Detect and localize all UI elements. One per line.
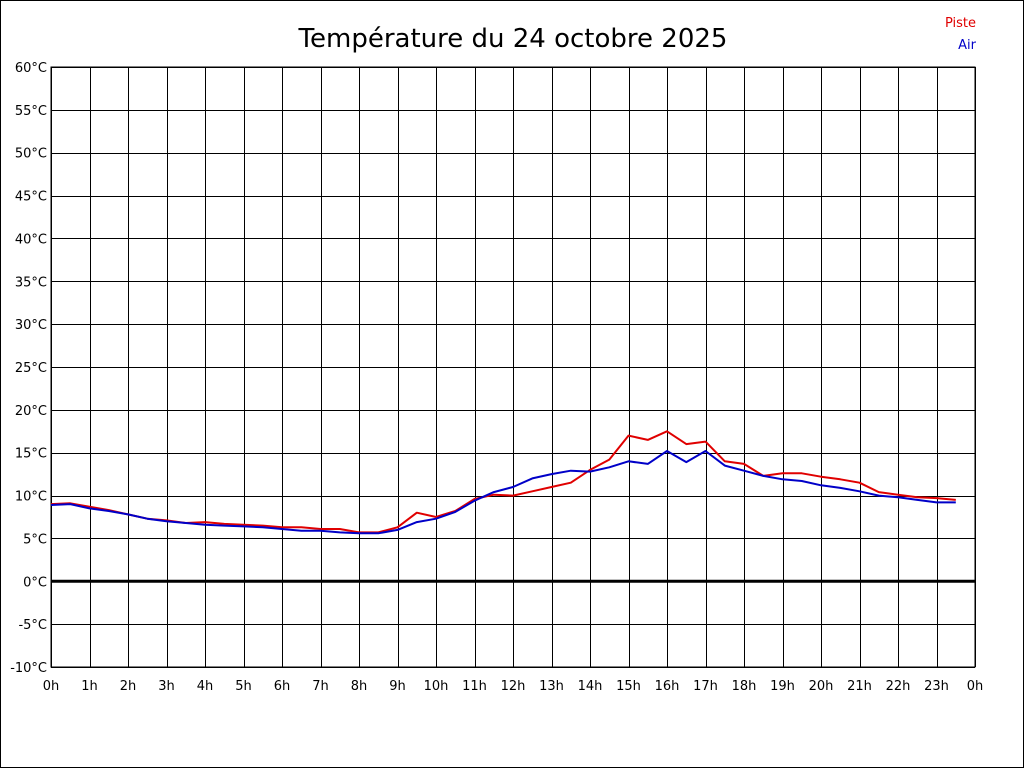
x-tick-label: 19h (770, 679, 795, 694)
y-tick-label: 55°C (15, 104, 47, 119)
x-tick-label: 11h (462, 679, 487, 694)
y-tick-label: 60°C (15, 61, 47, 76)
y-tick-label: 5°C (23, 532, 47, 547)
x-tick-label: 21h (847, 679, 872, 694)
x-tick-label: 20h (809, 679, 834, 694)
x-tick-label: 5h (235, 679, 252, 694)
x-tick-label: 16h (655, 679, 680, 694)
x-tick-label: 17h (693, 679, 718, 694)
x-tick-label: 18h (732, 679, 757, 694)
chart-title: Température du 24 octobre 2025 (298, 24, 728, 54)
y-tick-label: 30°C (15, 318, 47, 333)
x-tick-label: 15h (616, 679, 641, 694)
legend-entry-air: Air (958, 38, 977, 53)
x-tick-label: 0h (967, 679, 984, 694)
x-tick-label: 6h (274, 679, 291, 694)
x-tick-label: 22h (886, 679, 911, 694)
x-tick-label: 9h (389, 679, 406, 694)
y-tick-label: -5°C (18, 618, 47, 633)
series-line-air (50, 450, 956, 535)
y-tick-label: 35°C (15, 275, 47, 290)
x-tick-label: 13h (539, 679, 564, 694)
y-tick-label: 10°C (15, 490, 47, 505)
x-tick-label: 14h (578, 679, 603, 694)
grid (50, 66, 976, 668)
y-tick-label: 0°C (23, 575, 47, 590)
legend-entry-piste: Piste (945, 16, 976, 31)
y-tick-label: 50°C (15, 147, 47, 162)
y-tick-label: 25°C (15, 361, 47, 376)
x-tick-label: 7h (312, 679, 329, 694)
x-tick-label: 23h (924, 679, 949, 694)
series-lines (50, 430, 956, 535)
x-tick-label: 1h (81, 679, 98, 694)
x-tick-label: 10h (424, 679, 449, 694)
axis-tick-labels: 0h 1h 2h 3h 4h 5h 6h 7h 8h 9h 10h 11h 12h 13h 14h 15h 16… (10, 61, 983, 694)
series-line-piste (50, 430, 956, 534)
y-tick-label: -10°C (10, 661, 47, 676)
y-tick-label: 40°C (15, 232, 47, 247)
x-tick-label: 8h (351, 679, 368, 694)
x-tick-label: 2h (120, 679, 137, 694)
x-tick-label: 4h (197, 679, 214, 694)
legend: Piste Air (945, 16, 977, 53)
x-tick-label: 0h (43, 679, 60, 694)
y-tick-label: 45°C (15, 190, 47, 205)
y-tick-label: 15°C (15, 447, 47, 462)
x-tick-label: 12h (501, 679, 526, 694)
x-tick-label: 3h (158, 679, 175, 694)
y-tick-label: 20°C (15, 404, 47, 419)
